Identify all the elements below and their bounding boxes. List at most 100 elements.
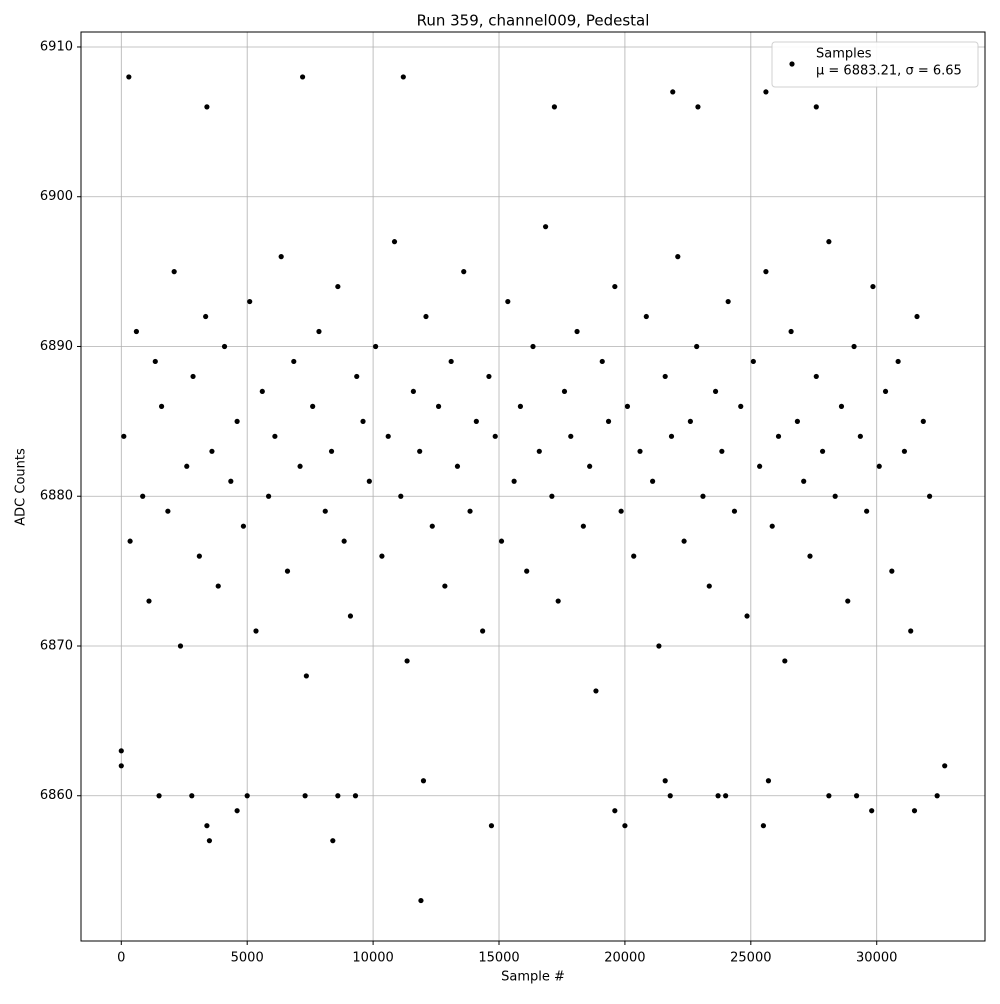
point: [612, 808, 618, 814]
point: [723, 793, 729, 799]
point: [347, 613, 354, 619]
y-tick-label: 6890: [40, 339, 73, 354]
point: [417, 448, 423, 454]
chart-title: Run 359, channel009, Pedestal: [417, 12, 650, 30]
point: [826, 793, 832, 799]
point: [284, 568, 291, 574]
point: [435, 403, 442, 409]
point: [228, 478, 234, 484]
point: [763, 89, 769, 95]
point: [259, 388, 265, 395]
point: [719, 448, 725, 454]
x-tick-label: 0: [117, 951, 125, 966]
point: [845, 598, 851, 604]
point: [769, 523, 775, 529]
legend-box: [771, 41, 979, 88]
point: [744, 613, 750, 619]
point: [126, 74, 132, 80]
point: [832, 493, 838, 499]
point: [668, 433, 675, 439]
point: [244, 793, 250, 799]
point: [757, 463, 763, 469]
point: [807, 553, 813, 559]
y-tick-label: 6900: [40, 189, 73, 204]
point: [612, 283, 618, 290]
point: [204, 823, 210, 829]
point: [882, 388, 889, 395]
point: [121, 433, 127, 439]
point: [379, 553, 385, 559]
point: [461, 269, 467, 275]
point: [675, 254, 681, 260]
point: [215, 583, 221, 589]
point: [782, 658, 788, 664]
y-axis-label: ADC Counts: [14, 448, 29, 526]
point: [310, 403, 316, 409]
point: [400, 74, 406, 80]
point: [221, 343, 228, 350]
point: [870, 283, 876, 290]
x-axis-label: Sample #: [501, 970, 565, 985]
point: [712, 388, 719, 395]
point: [643, 313, 649, 320]
point: [505, 298, 511, 305]
point: [631, 553, 637, 559]
x-tick-label: 10000: [352, 951, 393, 966]
point: [302, 793, 308, 799]
point: [568, 433, 574, 439]
point: [857, 433, 863, 439]
point: [158, 403, 165, 409]
point: [637, 448, 643, 454]
point: [536, 448, 542, 454]
point: [670, 89, 676, 95]
point: [156, 793, 162, 799]
point: [574, 328, 580, 335]
point: [700, 493, 706, 499]
point: [420, 778, 427, 784]
point: [118, 763, 124, 769]
legend-marker: [789, 61, 795, 67]
point: [889, 568, 895, 574]
point: [448, 358, 454, 365]
point: [118, 748, 124, 754]
point: [177, 643, 184, 649]
y-tick-label: 6870: [40, 638, 73, 653]
point: [517, 403, 524, 409]
point: [934, 793, 940, 799]
point: [551, 104, 558, 110]
legend-note: μ = 6883.21, σ = 6.65: [816, 64, 962, 79]
point: [341, 538, 347, 544]
point: [498, 538, 505, 544]
point: [410, 388, 416, 395]
point: [190, 373, 196, 380]
legend-label: Samples: [816, 47, 872, 62]
point: [725, 298, 731, 305]
point: [423, 313, 429, 320]
point: [599, 358, 605, 365]
point: [750, 358, 756, 365]
point: [152, 358, 158, 365]
point: [391, 239, 398, 245]
point: [549, 493, 555, 499]
point: [542, 224, 549, 230]
point: [291, 358, 297, 365]
point: [404, 658, 410, 664]
point: [184, 463, 190, 469]
point: [511, 478, 517, 484]
point: [133, 328, 139, 335]
point: [555, 598, 561, 604]
point: [826, 239, 832, 245]
point: [813, 373, 819, 380]
point: [687, 418, 693, 424]
point: [206, 838, 213, 844]
point: [851, 343, 857, 350]
point: [662, 778, 668, 784]
point: [622, 823, 628, 829]
point: [624, 403, 631, 409]
point: [373, 343, 379, 350]
point: [681, 538, 687, 544]
point: [587, 463, 593, 469]
point: [480, 628, 486, 634]
point: [662, 373, 668, 380]
